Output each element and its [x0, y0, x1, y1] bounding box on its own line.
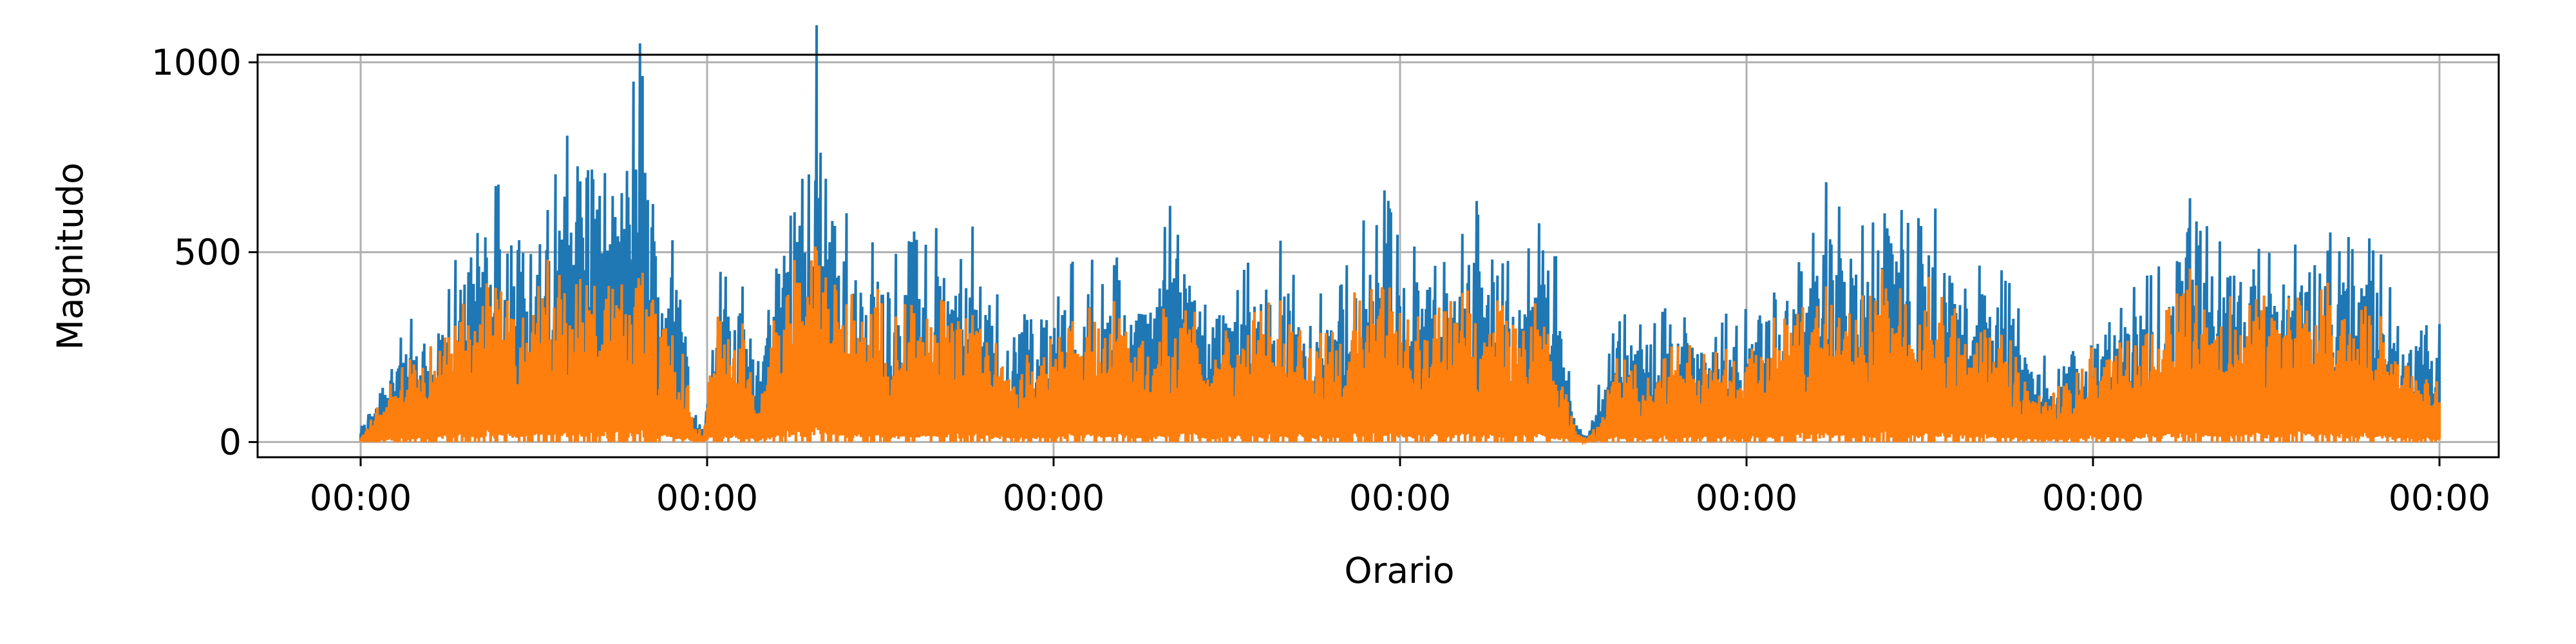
axis-ticks: 00:00 00:00 00:00 00:00 00:00 00:00 00:00 0 500 1… [151, 42, 2490, 518]
gridlines [258, 55, 2499, 457]
x-tick-label: 00:00 [656, 477, 759, 518]
y-tick-label: 1000 [151, 42, 242, 83]
series-2-trace [359, 246, 2441, 446]
x-axis-label: Orario [1344, 550, 1454, 591]
y-axis-label: Magnitudo [50, 162, 91, 350]
y-tick-label: 500 [174, 232, 242, 273]
x-tick-label: 00:00 [2042, 477, 2145, 518]
series-2-line [359, 246, 2441, 446]
y-tick-label: 0 [219, 421, 242, 462]
plot-area [359, 25, 2441, 446]
x-tick-label: 00:00 [1003, 477, 1105, 518]
x-tick-label: 00:00 [310, 477, 412, 518]
x-tick-label: 00:00 [1696, 477, 1798, 518]
x-tick-label: 00:00 [1349, 477, 1452, 518]
axes-frame [256, 53, 2500, 459]
x-tick-label: 00:00 [2389, 477, 2491, 518]
